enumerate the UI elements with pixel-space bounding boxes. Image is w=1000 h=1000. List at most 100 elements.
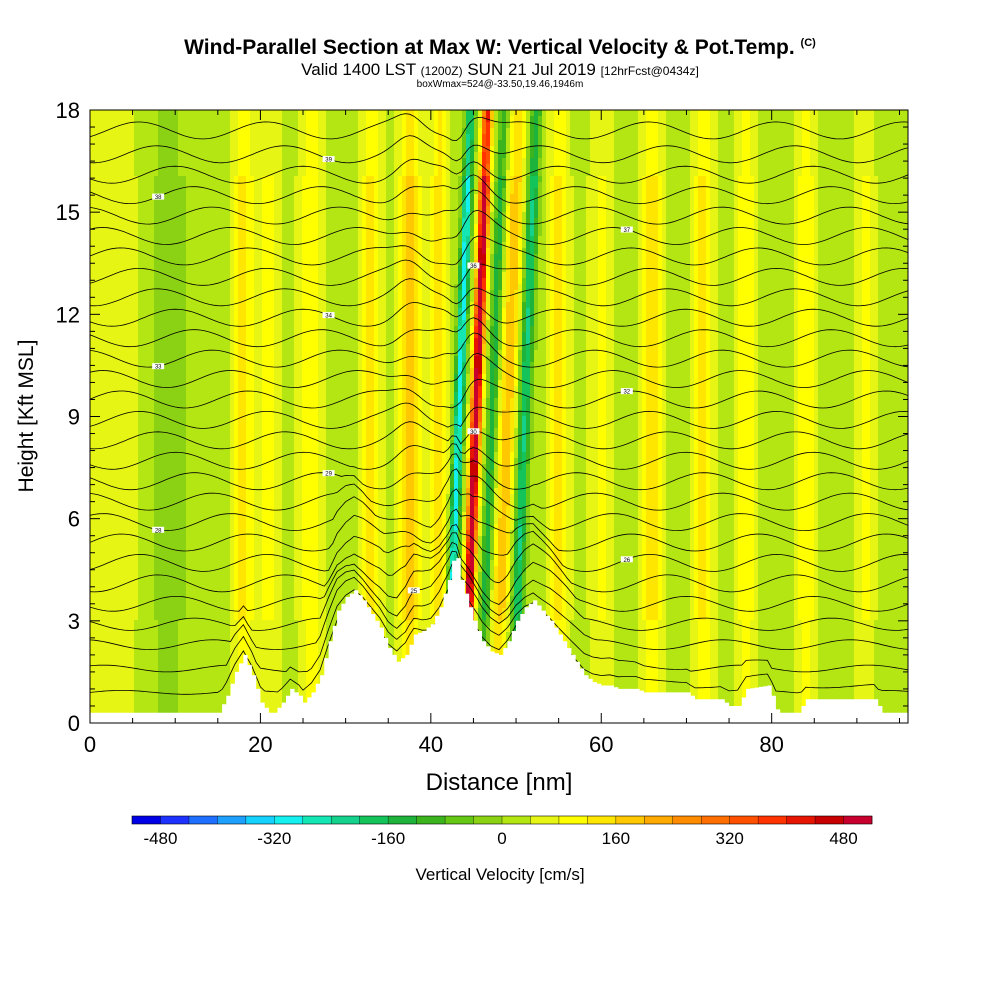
velocity-cell bbox=[194, 272, 199, 279]
velocity-cell bbox=[218, 524, 223, 531]
velocity-cell bbox=[106, 320, 111, 327]
velocity-cell bbox=[146, 290, 151, 297]
velocity-cell bbox=[202, 626, 207, 633]
velocity-cell bbox=[162, 386, 167, 393]
velocity-cell bbox=[134, 422, 139, 429]
velocity-cell bbox=[146, 458, 151, 465]
velocity-cell bbox=[182, 296, 187, 303]
velocity-cell bbox=[106, 518, 111, 525]
velocity-cell bbox=[134, 500, 139, 507]
velocity-cell bbox=[226, 578, 231, 585]
velocity-cell bbox=[218, 410, 223, 417]
velocity-cell bbox=[226, 470, 231, 477]
velocity-cell bbox=[142, 146, 147, 153]
velocity-cell bbox=[274, 110, 279, 117]
velocity-cell bbox=[222, 140, 227, 147]
velocity-cell bbox=[118, 482, 123, 489]
velocity-cell bbox=[242, 248, 247, 255]
velocity-cell bbox=[250, 182, 255, 189]
velocity-cell bbox=[150, 170, 155, 177]
velocity-cell bbox=[158, 434, 163, 441]
velocity-cell bbox=[282, 314, 287, 321]
velocity-cell bbox=[170, 134, 175, 141]
velocity-cell bbox=[98, 320, 103, 327]
velocity-cell bbox=[198, 314, 203, 321]
velocity-cell bbox=[122, 338, 127, 345]
velocity-cell bbox=[262, 698, 267, 705]
velocity-cell bbox=[230, 356, 235, 363]
velocity-cell bbox=[226, 680, 231, 687]
velocity-cell bbox=[258, 170, 263, 177]
velocity-cell bbox=[202, 260, 207, 267]
velocity-cell bbox=[226, 422, 231, 429]
velocity-cell bbox=[130, 356, 135, 363]
velocity-cell bbox=[246, 542, 251, 549]
velocity-cell bbox=[258, 266, 263, 273]
velocity-cell bbox=[242, 548, 247, 555]
velocity-cell bbox=[266, 518, 271, 525]
velocity-cell bbox=[138, 194, 143, 201]
velocity-cell bbox=[138, 542, 143, 549]
velocity-cell bbox=[258, 248, 263, 255]
velocity-cell bbox=[258, 674, 263, 681]
velocity-cell bbox=[134, 344, 139, 351]
velocity-cell bbox=[234, 488, 239, 495]
velocity-cell bbox=[142, 668, 147, 675]
velocity-cell bbox=[210, 536, 215, 543]
velocity-cell bbox=[138, 218, 143, 225]
velocity-cell bbox=[250, 308, 255, 315]
velocity-cell bbox=[158, 416, 163, 423]
velocity-cell bbox=[258, 410, 263, 417]
velocity-cell bbox=[94, 218, 99, 225]
velocity-cell bbox=[214, 632, 219, 639]
velocity-cell bbox=[186, 584, 191, 591]
velocity-cell bbox=[178, 428, 183, 435]
velocity-cell bbox=[230, 524, 235, 531]
velocity-cell bbox=[90, 254, 95, 261]
velocity-cell bbox=[146, 680, 151, 687]
velocity-cell bbox=[206, 338, 211, 345]
velocity-cell bbox=[130, 446, 135, 453]
velocity-cell bbox=[98, 344, 103, 351]
velocity-cell bbox=[238, 152, 243, 159]
velocity-cell bbox=[178, 320, 183, 327]
velocity-cell bbox=[182, 452, 187, 459]
velocity-cell bbox=[134, 308, 139, 315]
velocity-cell bbox=[214, 422, 219, 429]
velocity-cell bbox=[262, 572, 267, 579]
velocity-cell bbox=[270, 674, 275, 681]
velocity-cell bbox=[122, 248, 127, 255]
velocity-cell bbox=[278, 182, 283, 189]
velocity-cell bbox=[94, 482, 99, 489]
velocity-cell bbox=[214, 626, 219, 633]
velocity-cell bbox=[118, 128, 123, 135]
velocity-cell bbox=[162, 200, 167, 207]
velocity-cell bbox=[114, 308, 119, 315]
velocity-cell bbox=[170, 674, 175, 681]
velocity-cell bbox=[162, 158, 167, 165]
velocity-cell bbox=[98, 272, 103, 279]
velocity-cell bbox=[222, 404, 227, 411]
velocity-cell bbox=[226, 560, 231, 567]
velocity-cell bbox=[146, 320, 151, 327]
velocity-cell bbox=[266, 554, 271, 561]
velocity-cell bbox=[222, 362, 227, 369]
velocity-cell bbox=[274, 320, 279, 327]
velocity-cell bbox=[126, 134, 131, 141]
velocity-cell bbox=[186, 656, 191, 663]
velocity-cell bbox=[122, 506, 127, 513]
velocity-cell bbox=[110, 500, 115, 507]
velocity-cell bbox=[158, 554, 163, 561]
velocity-cell bbox=[246, 338, 251, 345]
velocity-cell bbox=[162, 266, 167, 273]
velocity-cell bbox=[182, 476, 187, 483]
velocity-cell bbox=[146, 650, 151, 657]
velocity-cell bbox=[146, 140, 151, 147]
velocity-cell bbox=[170, 530, 175, 537]
velocity-cell bbox=[94, 638, 99, 645]
velocity-cell bbox=[250, 224, 255, 231]
velocity-cell bbox=[194, 578, 199, 585]
velocity-cell bbox=[250, 332, 255, 339]
velocity-cell bbox=[262, 236, 267, 243]
velocity-cell bbox=[90, 314, 95, 321]
